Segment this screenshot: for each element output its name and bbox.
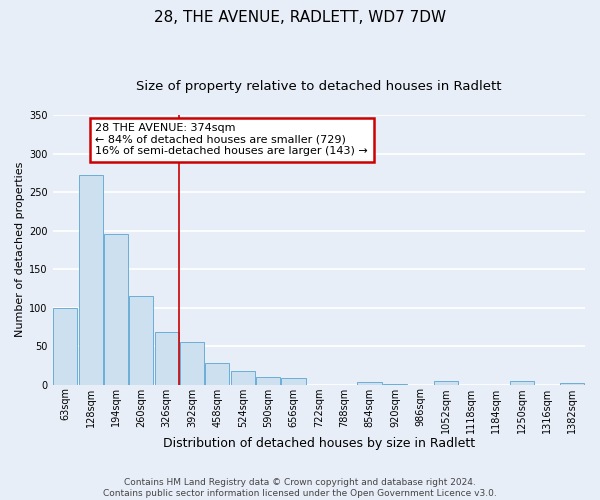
Bar — [104, 234, 128, 384]
Bar — [560, 383, 584, 384]
Bar — [155, 332, 179, 384]
Text: Contains HM Land Registry data © Crown copyright and database right 2024.
Contai: Contains HM Land Registry data © Crown c… — [103, 478, 497, 498]
Text: 28 THE AVENUE: 374sqm
← 84% of detached houses are smaller (729)
16% of semi-det: 28 THE AVENUE: 374sqm ← 84% of detached … — [95, 123, 368, 156]
Bar — [130, 296, 154, 384]
Bar — [231, 372, 255, 384]
Bar — [256, 377, 280, 384]
Bar — [281, 378, 305, 384]
Text: 28, THE AVENUE, RADLETT, WD7 7DW: 28, THE AVENUE, RADLETT, WD7 7DW — [154, 10, 446, 25]
Bar — [205, 363, 229, 384]
Bar — [509, 380, 533, 384]
Bar — [79, 175, 103, 384]
Title: Size of property relative to detached houses in Radlett: Size of property relative to detached ho… — [136, 80, 502, 93]
Y-axis label: Number of detached properties: Number of detached properties — [15, 162, 25, 338]
X-axis label: Distribution of detached houses by size in Radlett: Distribution of detached houses by size … — [163, 437, 475, 450]
Bar — [53, 308, 77, 384]
Bar — [358, 382, 382, 384]
Bar — [434, 380, 458, 384]
Bar — [180, 342, 204, 384]
